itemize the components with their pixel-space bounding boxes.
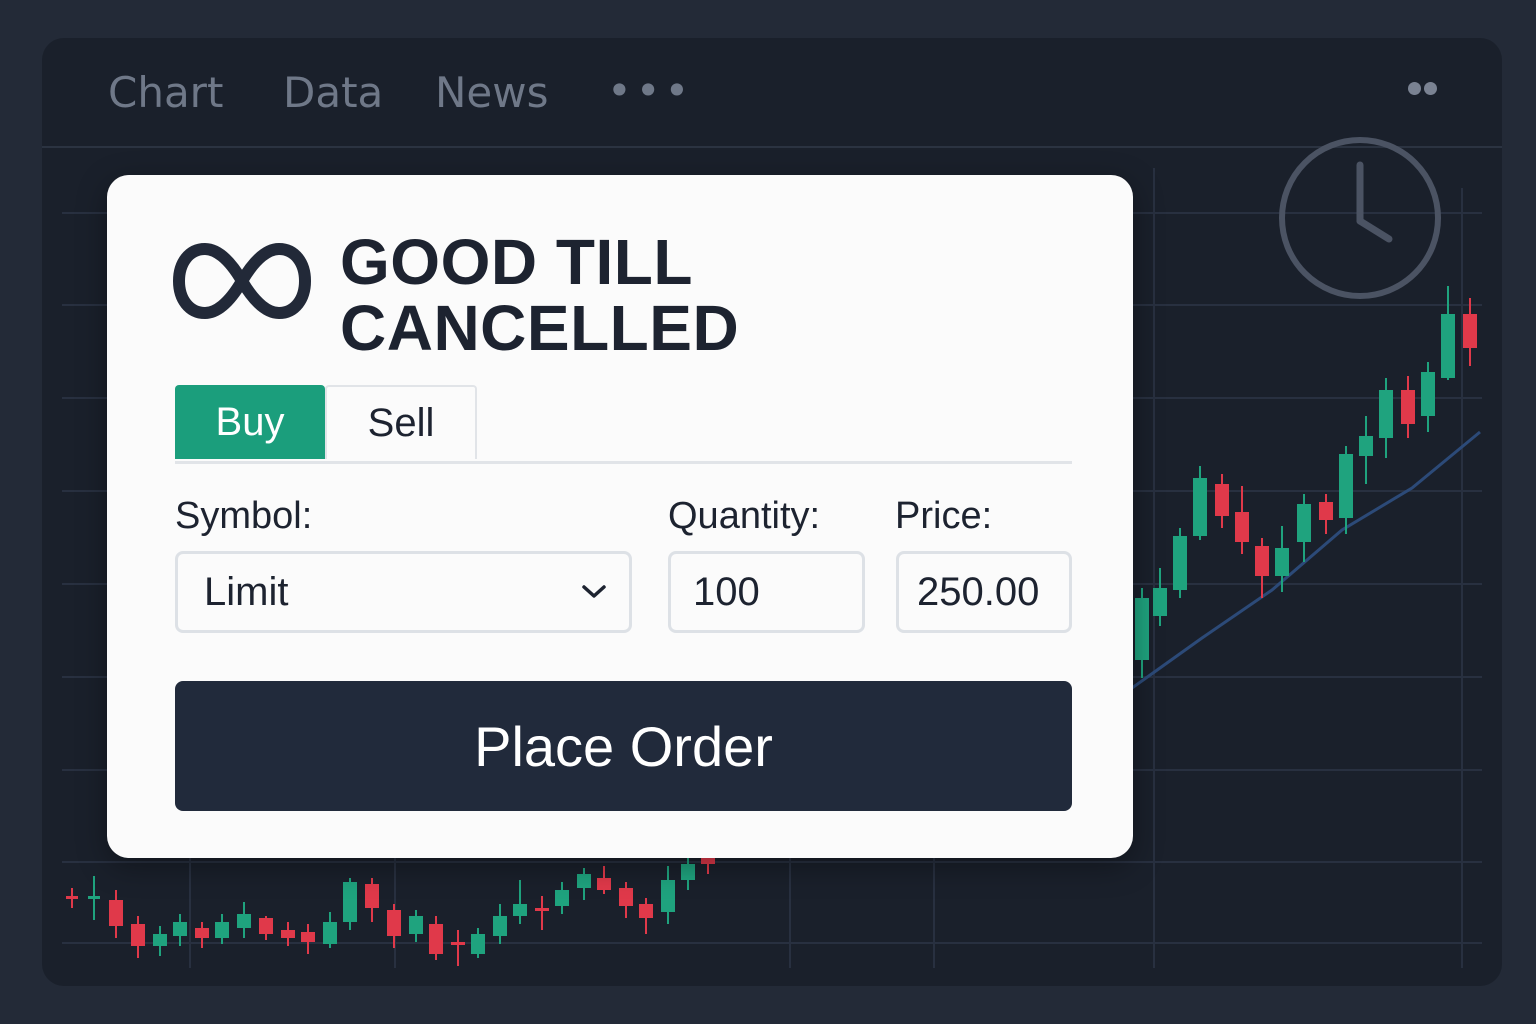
moving-average-line xyxy=(1131,430,1481,690)
quantity-label: Quantity: xyxy=(668,495,821,537)
candle xyxy=(493,916,507,936)
candle xyxy=(639,904,653,918)
candle xyxy=(429,924,443,954)
candle xyxy=(513,904,527,916)
candle xyxy=(535,908,549,911)
candle xyxy=(323,922,337,944)
candle xyxy=(1135,598,1149,660)
candle xyxy=(1421,372,1435,416)
candle xyxy=(66,896,78,899)
candle xyxy=(451,942,465,945)
tab-sell[interactable]: Sell xyxy=(325,385,477,459)
candle xyxy=(131,924,145,946)
candle xyxy=(88,896,100,899)
tab-news[interactable]: News xyxy=(435,68,549,117)
candle xyxy=(387,910,401,936)
candle xyxy=(1275,548,1289,576)
title-line-2: CANCELLED xyxy=(340,292,740,364)
candle xyxy=(237,914,251,928)
candle xyxy=(1379,390,1393,438)
candle xyxy=(1255,546,1269,576)
candle xyxy=(1401,390,1415,424)
candles-left xyxy=(66,848,715,966)
place-order-button[interactable]: Place Order xyxy=(175,681,1072,811)
candle xyxy=(1359,436,1373,456)
candle xyxy=(281,930,295,938)
tab-more[interactable]: ••• xyxy=(607,66,694,115)
side-tabs: Buy Sell xyxy=(175,385,1072,464)
candle xyxy=(343,882,357,922)
candle xyxy=(1319,502,1333,520)
price-input[interactable]: 250.00 xyxy=(896,551,1072,633)
symbol-value: Limit xyxy=(204,569,289,614)
price-label: Price: xyxy=(895,495,993,537)
quantity-input[interactable]: 100 xyxy=(668,551,865,633)
candle xyxy=(1441,314,1455,378)
tab-data[interactable]: Data xyxy=(283,68,384,117)
candle xyxy=(365,884,379,908)
infinity-icon xyxy=(173,243,311,319)
candle xyxy=(215,922,229,938)
title-line-1: GOOD TILL xyxy=(340,226,693,298)
top-navigation: Chart Data News ••• xyxy=(42,38,1502,148)
candle xyxy=(153,934,167,946)
candle xyxy=(1463,314,1477,348)
candle xyxy=(109,900,123,926)
candle xyxy=(1173,536,1187,590)
candles-right xyxy=(1135,286,1477,678)
candle xyxy=(1193,478,1207,536)
candle xyxy=(619,888,633,906)
candle xyxy=(661,880,675,912)
price-value: 250.00 xyxy=(917,569,1040,614)
chevron-down-icon[interactable] xyxy=(581,584,607,600)
candle xyxy=(409,916,423,934)
symbol-label: Symbol: xyxy=(175,495,313,537)
panel-title: GOOD TILL CANCELLED xyxy=(340,229,940,361)
candle xyxy=(1235,512,1249,542)
candle xyxy=(681,864,695,880)
quantity-value: 100 xyxy=(693,569,760,614)
order-panel: GOOD TILL CANCELLED Buy Sell Symbol: Qua… xyxy=(107,175,1133,858)
candle xyxy=(597,878,611,890)
tab-buy[interactable]: Buy xyxy=(175,385,325,459)
candle xyxy=(259,918,273,934)
candle xyxy=(1339,454,1353,518)
symbol-select[interactable]: Limit xyxy=(175,551,632,633)
clock-icon xyxy=(1279,137,1441,299)
tab-chart[interactable]: Chart xyxy=(108,68,224,117)
candle xyxy=(173,922,187,936)
candle xyxy=(1153,588,1167,616)
candle xyxy=(555,890,569,906)
candle xyxy=(1215,484,1229,516)
candle xyxy=(195,928,209,938)
candle xyxy=(301,932,315,942)
dots-icon[interactable] xyxy=(1408,82,1438,96)
candle xyxy=(1297,504,1311,542)
candle xyxy=(471,934,485,954)
candle xyxy=(577,874,591,888)
